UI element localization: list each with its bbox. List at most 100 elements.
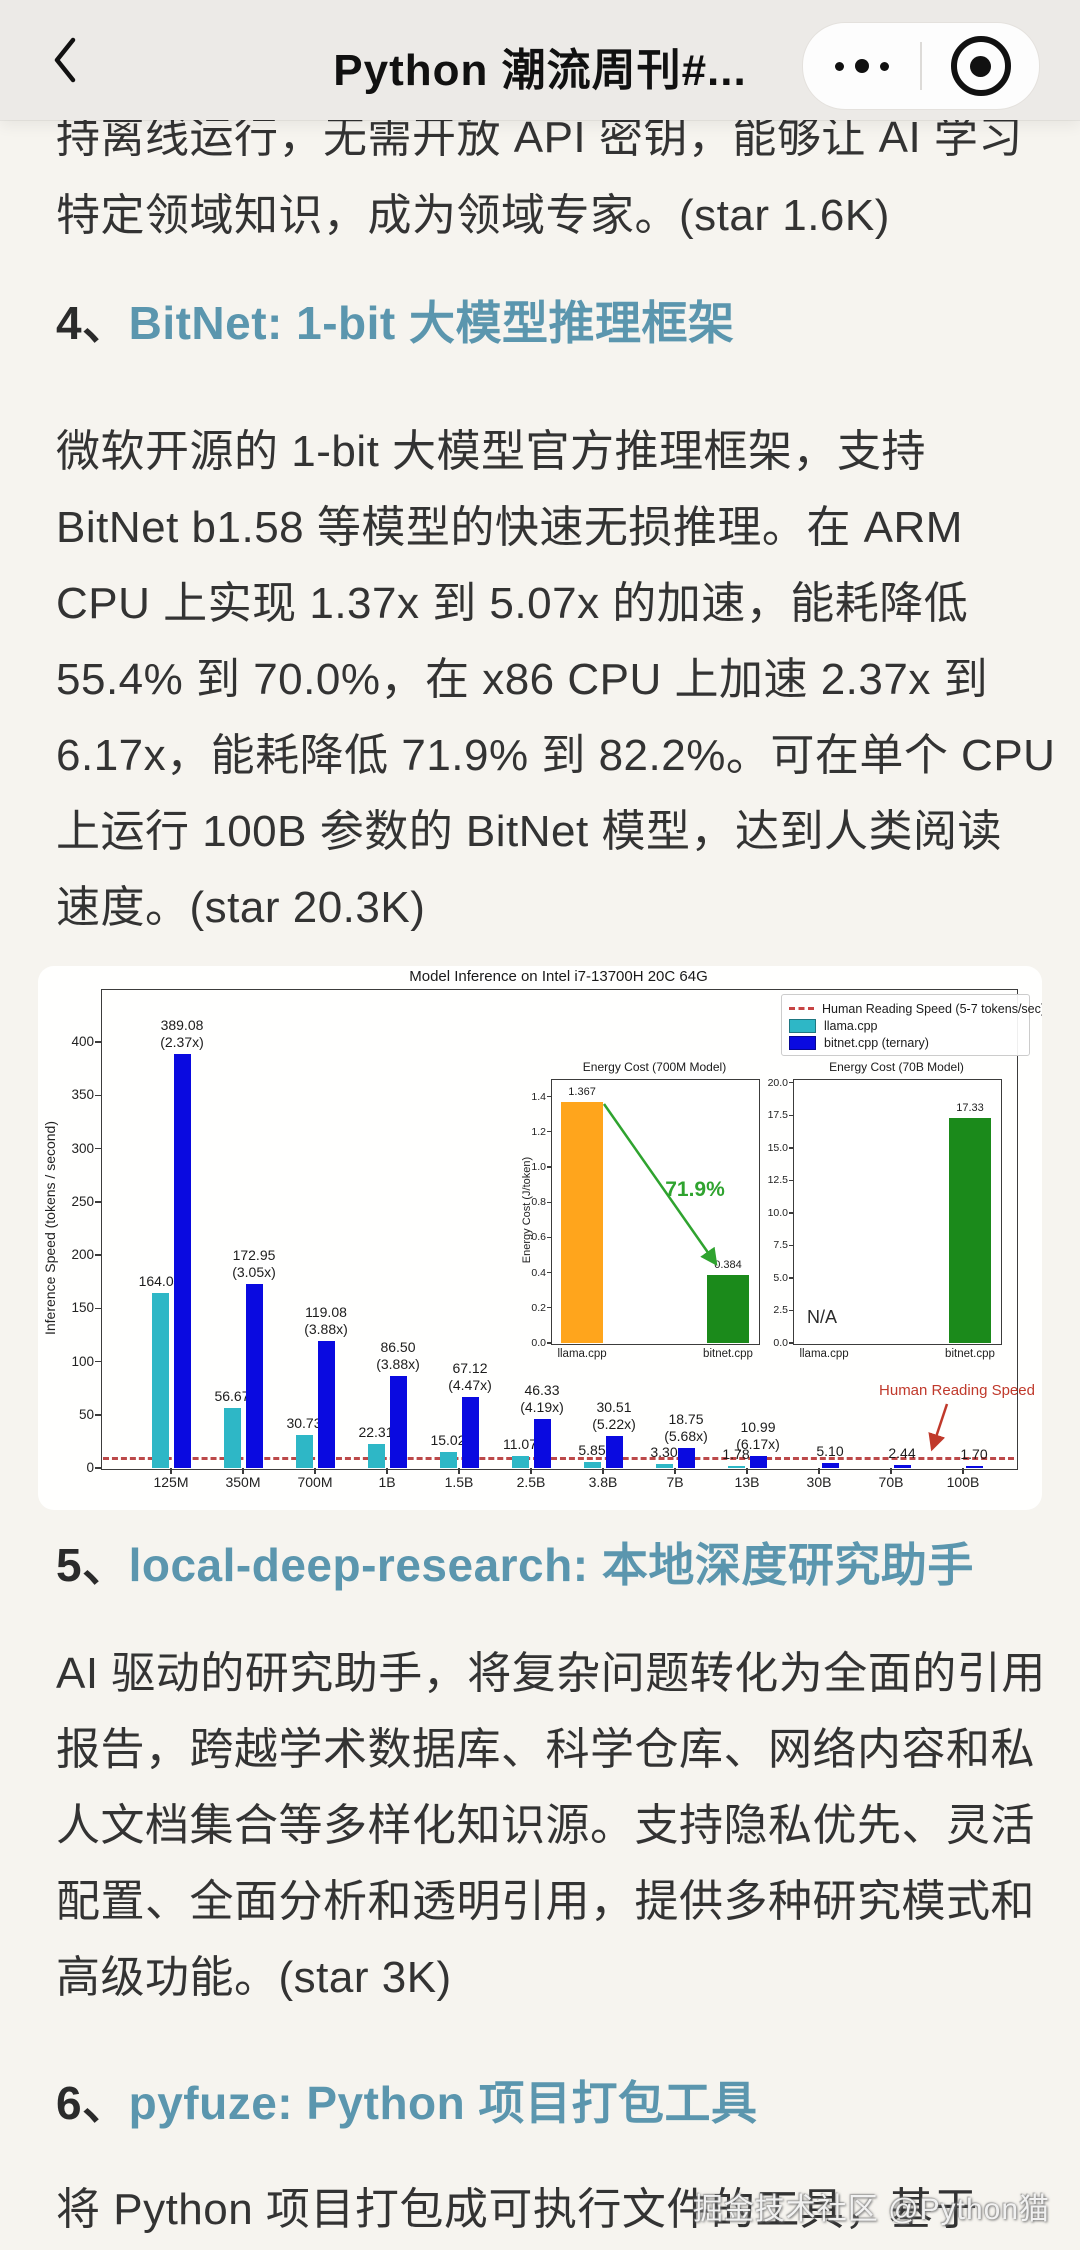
bar-bitnet	[245, 1283, 263, 1468]
bar-bitnet	[893, 1465, 911, 1468]
link-local-deep-research[interactable]: local-deep-research: 本地深度研究助手	[128, 1539, 974, 1591]
bar-value-label: 46.33 (4.19x)	[520, 1381, 564, 1415]
paragraph-line: AI 驱动的研究助手，将复杂问题转化为全面的引用	[56, 1649, 1046, 1698]
legend-swatch	[789, 1035, 816, 1050]
inset-y-tick-mark	[547, 1307, 551, 1309]
inset-bar-value-label: 17.33	[956, 1101, 984, 1114]
na-label: N/A	[807, 1307, 838, 1327]
paragraph-line: 高级功能。(star 3K)	[56, 1953, 452, 2002]
inset-title: Energy Cost (700M Model)	[582, 1060, 727, 1074]
inset-y-tick-mark	[789, 1114, 793, 1116]
x-tick-mark	[242, 1468, 244, 1474]
more-button[interactable]	[803, 23, 920, 109]
legend-swatch	[789, 1007, 814, 1010]
x-tick-label: 30B	[806, 1474, 832, 1490]
bar-value-label: 2.44	[888, 1445, 916, 1462]
inset-y-tick-label: 0.4	[531, 1266, 546, 1279]
legend-label: llama.cpp	[824, 1018, 878, 1033]
y-tick-mark	[95, 1254, 101, 1256]
bar-value-label: 5.10	[816, 1442, 844, 1459]
y-tick-mark	[95, 1360, 101, 1363]
x-tick-label: 13B	[734, 1474, 760, 1490]
inset-y-tick-mark	[547, 1272, 551, 1274]
x-tick-label: 1.5B	[444, 1474, 474, 1490]
bar-bitnet	[389, 1375, 407, 1468]
paragraph-line: CPU 上实现 1.37x 到 5.07x 的加速，能耗降低	[56, 579, 969, 628]
inset-y-tick-label: 1.2	[531, 1125, 546, 1138]
inset-y-tick-mark	[789, 1244, 793, 1247]
bar-bitnet	[533, 1418, 551, 1468]
x-tick-mark	[386, 1468, 388, 1474]
bar-llama	[439, 1452, 457, 1468]
inset-y-tick-label: 15.0	[767, 1141, 788, 1154]
bar-value-label: 119.08 (3.88x)	[304, 1304, 348, 1338]
y-tick-mark	[95, 1147, 101, 1150]
inset-y-tick-mark	[547, 1131, 551, 1133]
inset-y-tick-mark	[789, 1212, 793, 1214]
bar-value-label: 22.31	[358, 1424, 394, 1441]
bar-value-label: 1.70	[960, 1446, 988, 1462]
bar-value-label: 86.50 (3.88x)	[376, 1338, 420, 1372]
wechat-capsule	[802, 22, 1040, 110]
y-tick-label: 0	[86, 1460, 94, 1475]
inset-x-tick-label: llama.cpp	[799, 1348, 849, 1360]
inset-y-tick-label: 7.5	[773, 1239, 788, 1252]
bar-bitnet	[173, 1053, 191, 1468]
inset-y-tick-mark	[547, 1342, 551, 1344]
inset-y-tick-mark	[789, 1277, 793, 1279]
inset-bar-value-label: 0.384	[714, 1259, 742, 1272]
bar-bitnet	[461, 1396, 479, 1468]
paragraph-line: 55.4% 到 70.0%，在 x86 CPU 上加速 2.37x 到	[56, 655, 989, 704]
paragraph-line: 特定领域知识，成为领域专家。(star 1.6K)	[56, 191, 890, 240]
bar-bitnet	[749, 1456, 767, 1468]
bar-llama	[583, 1461, 601, 1468]
inset-y-tick-mark	[789, 1147, 793, 1149]
link-pyfuze[interactable]: pyfuze: Python 项目打包工具	[128, 2077, 758, 2129]
bar-llama	[151, 1293, 169, 1468]
y-tick-label: 300	[71, 1140, 94, 1156]
back-icon[interactable]	[52, 36, 78, 84]
inset-y-tick-label: 0.8	[531, 1196, 546, 1209]
capsule-divider	[920, 42, 922, 90]
x-tick-mark	[458, 1468, 460, 1474]
link-bitnet[interactable]: BitNet: 1-bit 大模型推理框架	[128, 297, 735, 349]
x-tick-mark	[746, 1468, 748, 1474]
chart-image[interactable]: Model Inference on Intel i7-13700H 20C 6…	[38, 966, 1042, 1510]
energy-saving-percent: 71.9%	[665, 1178, 725, 1201]
y-tick-mark	[95, 1201, 101, 1203]
inset-y-tick-mark	[547, 1166, 551, 1168]
inset-bar	[948, 1117, 991, 1343]
section-number: 5、	[56, 1539, 129, 1591]
plot-frame	[101, 989, 1018, 1470]
legend-row: Human Reading Speed (5-7 tokens/sec)	[789, 1000, 1042, 1017]
bar-value-label: 389.08 (2.37x)	[160, 1016, 204, 1050]
inset-y-tick-label: 0.0	[773, 1337, 788, 1349]
bar-llama	[727, 1466, 745, 1468]
x-tick-mark	[818, 1468, 820, 1474]
inset-y-tick-mark	[547, 1096, 551, 1098]
section-number: 4、	[56, 297, 129, 349]
bar-bitnet	[677, 1448, 695, 1468]
bar-value-label: 67.12 (4.47x)	[448, 1359, 492, 1393]
inset-title: Energy Cost (70B Model)	[829, 1060, 964, 1074]
legend-label: Human Reading Speed (5-7 tokens/sec)	[822, 1001, 1042, 1016]
inset-y-tick-mark	[789, 1179, 793, 1182]
inset-y-tick-label: 20.0	[767, 1076, 788, 1089]
paragraph-line: 人文档集合等多样化知识源。支持隐私优先、灵活	[56, 1801, 1035, 1850]
capsule-close-button[interactable]	[922, 23, 1039, 109]
x-tick-mark	[962, 1468, 964, 1474]
three-dots-icon	[834, 59, 889, 73]
inset-bar	[706, 1275, 749, 1343]
y-tick-mark	[95, 1307, 101, 1310]
inset-bar	[561, 1102, 604, 1343]
bar-llama	[223, 1407, 241, 1468]
bar-value-label: 3.30	[650, 1444, 678, 1461]
bar-value-label: 172.95 (3.05x)	[232, 1246, 276, 1280]
paragraph-line: 将 Python 项目打包成可执行文件的工具，基于	[56, 2185, 978, 2234]
chart-legend: Human Reading Speed (5-7 tokens/sec) llam…	[781, 994, 1042, 1056]
human-reading-speed-line	[103, 1456, 1014, 1460]
paragraph-line: 报告，跨越学术数据库、科学仓库、网络内容和私	[56, 1725, 1035, 1774]
x-tick-label: 7B	[666, 1474, 684, 1490]
bar-bitnet	[605, 1435, 623, 1468]
